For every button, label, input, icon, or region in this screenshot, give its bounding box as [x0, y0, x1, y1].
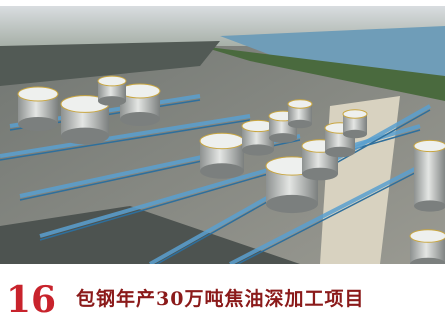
tank-roof [98, 76, 126, 86]
tank-roof [200, 133, 244, 148]
tank-roof [410, 230, 445, 243]
tank-base [343, 130, 367, 138]
tank-base [325, 147, 355, 158]
tank-base [269, 133, 297, 143]
tank-base [120, 112, 160, 126]
tank-base [61, 128, 109, 145]
tank-body [414, 146, 445, 206]
caption-title: 包钢年产30万吨焦油深加工项目 [76, 288, 364, 310]
tank-base [288, 120, 312, 128]
tank-base [242, 144, 274, 155]
caption-number: 16 [6, 282, 56, 318]
tank-base [414, 200, 445, 211]
tank-base [18, 117, 58, 131]
tank-roof [343, 110, 367, 118]
tank-roof [288, 100, 312, 108]
tank-roof [18, 87, 58, 101]
tank-roof [414, 140, 445, 151]
tank-base [98, 96, 126, 106]
caption: 16 包钢年产30万吨焦油深加工项目 [0, 268, 445, 311]
page: 16 包钢年产30万吨焦油深加工项目 (() => { const data =… [0, 0, 445, 311]
tank-base [266, 195, 318, 213]
tank-base [200, 163, 244, 178]
tank-base [302, 168, 338, 181]
photo [0, 6, 445, 264]
